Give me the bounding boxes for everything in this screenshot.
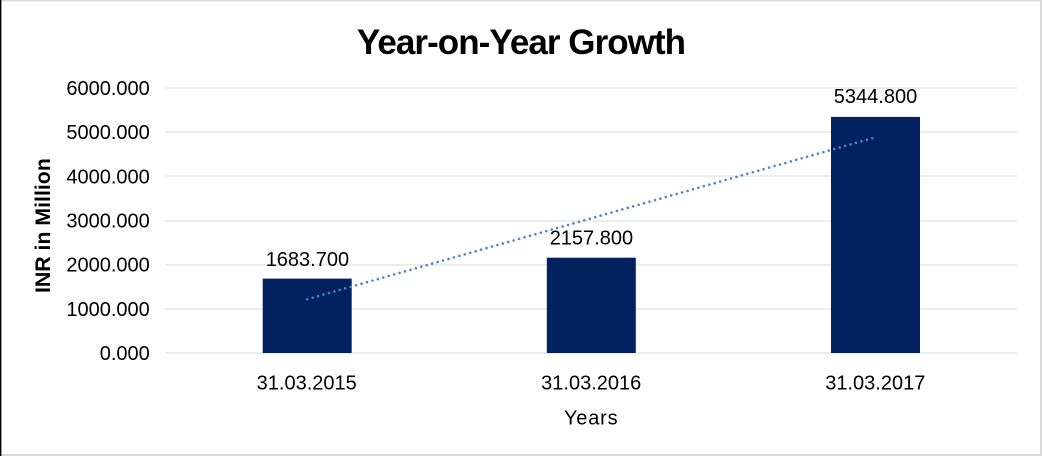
svg-text:6000.000: 6000.000	[66, 78, 149, 100]
svg-text:31.03.2017: 31.03.2017	[825, 373, 925, 395]
svg-text:INR in Million: INR in Million	[31, 158, 55, 293]
svg-text:4000.000: 4000.000	[66, 166, 149, 188]
svg-text:3000.000: 3000.000	[66, 211, 149, 233]
svg-text:2000.000: 2000.000	[66, 255, 149, 277]
svg-text:1683.700: 1683.700	[266, 249, 349, 271]
svg-text:5000.000: 5000.000	[66, 122, 149, 144]
svg-text:31.03.2016: 31.03.2016	[541, 373, 641, 395]
svg-text:Year-on-Year Growth: Year-on-Year Growth	[357, 23, 685, 62]
svg-text:2157.800: 2157.800	[550, 227, 633, 249]
svg-text:0.000: 0.000	[100, 343, 150, 365]
svg-text:Years: Years	[564, 408, 618, 430]
svg-text:1000.000: 1000.000	[66, 299, 149, 321]
svg-text:31.03.2015: 31.03.2015	[257, 373, 357, 395]
svg-text:5344.800: 5344.800	[834, 86, 917, 108]
